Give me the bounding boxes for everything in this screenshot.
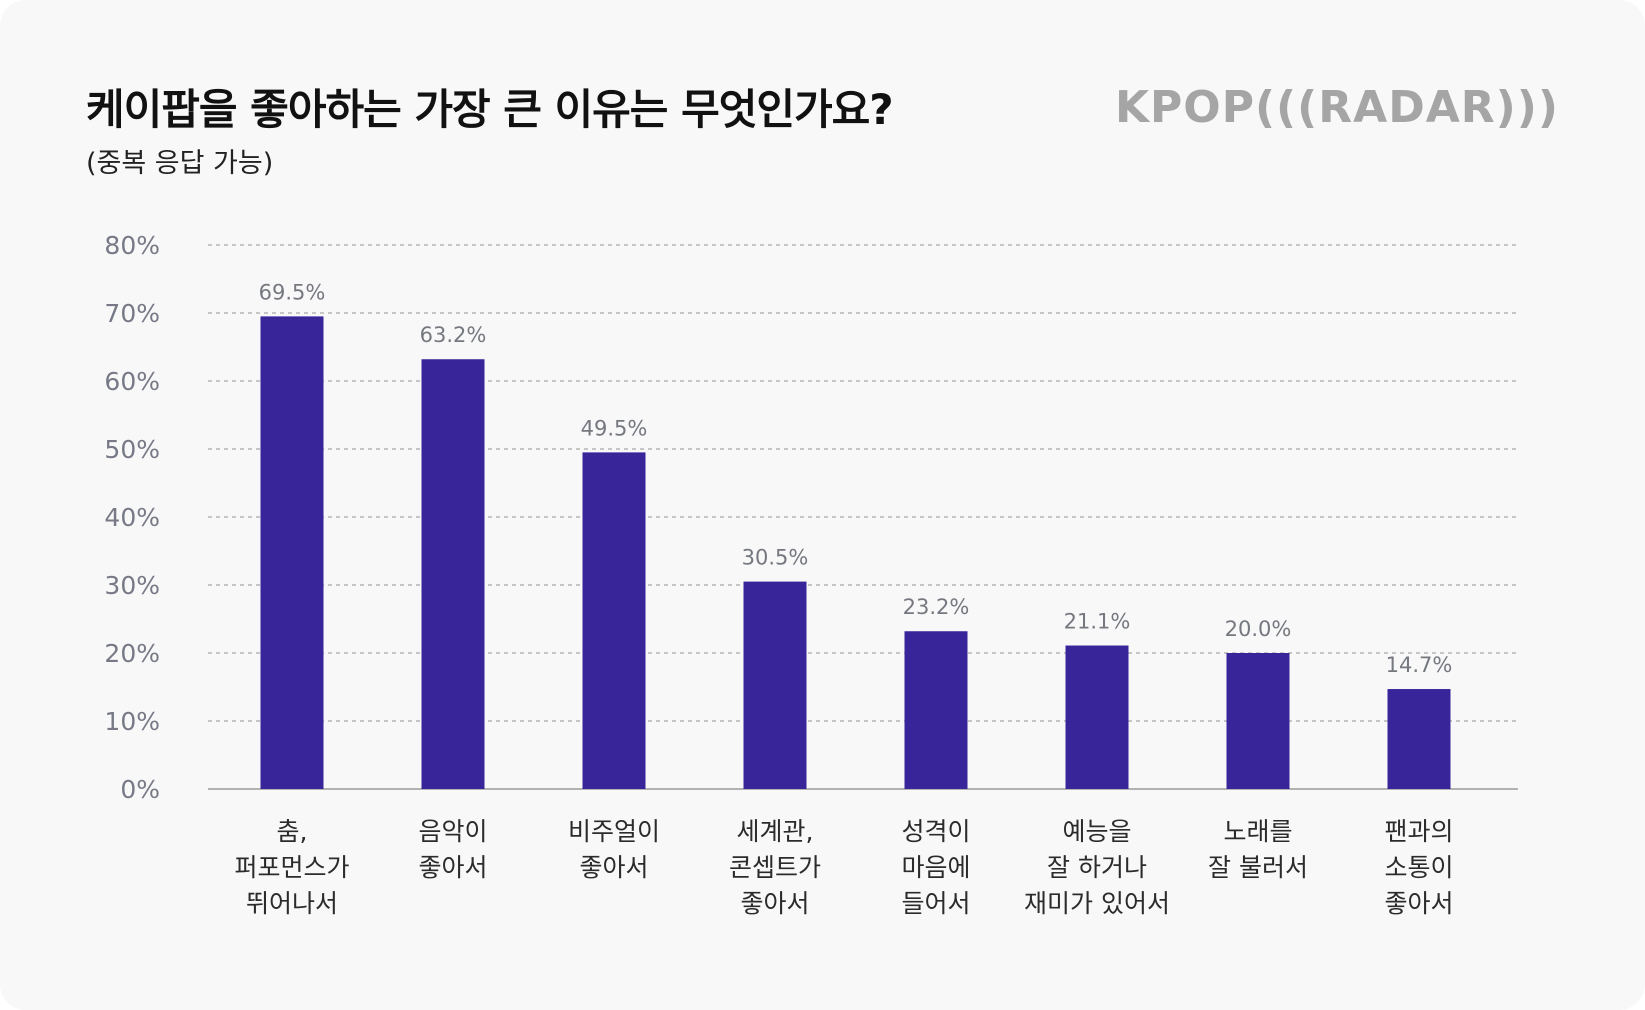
chart-subtitle: (중복 응답 가능) [86,148,274,179]
category-label-line: 음악이 [418,817,487,846]
category-label-line: 잘 불러서 [1208,853,1308,882]
category-label-line: 세계관, [737,817,814,846]
category-label-line: 좋아서 [740,889,809,918]
category-label-line: 소통이 [1384,853,1453,882]
category-label-line: 팬과의 [1384,817,1453,846]
value-label: 63.2% [420,323,487,347]
category-label-line: 잘 하거나 [1047,853,1147,882]
brand-logo: KPOP(((RADAR))) [1114,82,1559,133]
category-label-line: 좋아서 [1384,889,1453,918]
bar [1065,645,1129,789]
category-label-line: 노래를 [1223,817,1292,846]
category-label-line: 마음에 [901,853,970,882]
category-label-line: 춤, [277,817,308,846]
bar [743,581,807,789]
category-label-line: 성격이 [901,817,970,846]
y-tick-label: 20% [104,639,160,668]
value-label: 69.5% [259,280,326,304]
y-tick-label: 80% [104,231,160,260]
category-label-line: 예능을 [1062,817,1131,846]
bar [421,359,485,789]
bar [582,452,646,789]
category-label-line: 비주얼이 [568,817,660,846]
value-label: 30.5% [742,546,809,570]
category-label-line: 좋아서 [579,853,648,882]
bar [904,631,968,789]
y-tick-label: 0% [120,775,160,804]
y-tick-label: 30% [104,571,160,600]
bar [1226,653,1290,789]
bar [260,316,324,789]
category-label-line: 퍼포먼스가 [234,853,349,882]
category-label-line: 좋아서 [418,853,487,882]
bar [1387,689,1451,789]
value-label: 49.5% [581,416,648,440]
y-tick-label: 10% [104,707,160,736]
category-label-line: 콘셉트가 [729,853,821,882]
value-label: 14.7% [1386,653,1453,677]
category-label-line: 뛰어나서 [246,889,338,918]
value-label: 21.1% [1064,610,1131,634]
value-label: 23.2% [903,595,970,619]
y-tick-label: 50% [104,435,160,464]
value-label: 20.0% [1225,617,1292,641]
category-label-line: 재미가 있어서 [1024,889,1170,918]
chart-title: 케이팝을 좋아하는 가장 큰 이유는 무엇인가요? [86,85,894,134]
y-tick-label: 40% [104,503,160,532]
category-label-line: 들어서 [901,889,970,918]
y-tick-label: 60% [104,367,160,396]
y-tick-label: 70% [104,299,160,328]
